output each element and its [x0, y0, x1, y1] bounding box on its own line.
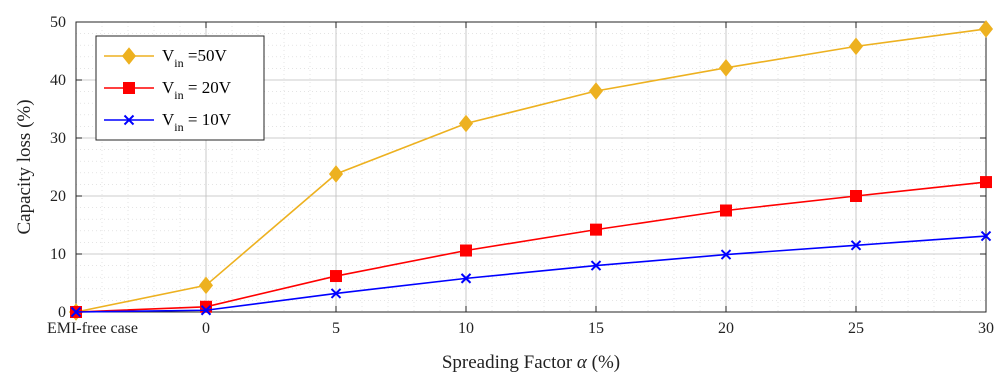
x-tick-label: 30 — [978, 320, 994, 337]
data-point — [720, 249, 732, 260]
x-tick-label: 5 — [332, 320, 340, 337]
data-point — [200, 300, 212, 313]
legend-marker — [123, 114, 135, 126]
x-tick-label: 25 — [848, 320, 864, 337]
legend-entry: Vin =50V — [104, 46, 227, 70]
series-line — [75, 181, 987, 313]
x-axis-label-main: Spreading Factor — [442, 352, 577, 373]
x-tick-label: 10 — [458, 320, 474, 337]
data-point — [70, 306, 82, 318]
y-tick-label: 30 — [50, 130, 66, 147]
data-point — [460, 273, 472, 284]
legend-label: Vin =50V — [162, 46, 227, 70]
data-point — [848, 37, 864, 56]
y-tick-label: 10 — [50, 246, 66, 263]
x-axis-label-symbol: α — [577, 352, 588, 373]
legend-label-sub: in — [174, 120, 183, 134]
data-point — [458, 114, 474, 133]
y-tick-label: 0 — [58, 304, 66, 321]
plot-area-frame — [75, 21, 987, 313]
data-point — [720, 204, 732, 217]
x-axis-label: Spreading Factor α (%) — [442, 352, 620, 373]
y-tick-label: 20 — [50, 188, 66, 205]
legend-label: Vin = 20V — [162, 78, 232, 102]
data-point — [978, 20, 994, 38]
legend-label-suffix: = 20V — [184, 78, 232, 97]
legend-label-suffix: =50V — [184, 46, 228, 65]
data-point — [980, 230, 992, 242]
y-tick-label: 40 — [50, 72, 66, 89]
x-axis-label-unit: (%) — [587, 352, 620, 373]
data-point — [330, 288, 342, 299]
data-point — [980, 176, 992, 189]
legend-label-prefix: V — [162, 78, 175, 97]
y-tick-label: 50 — [50, 14, 66, 31]
series-2 — [70, 230, 992, 318]
data-point — [850, 190, 862, 202]
x-tick-label: 0 — [202, 320, 210, 337]
legend-entry: Vin = 10V — [104, 110, 232, 134]
data-point — [588, 82, 604, 100]
series-0 — [68, 20, 994, 321]
series-group — [68, 20, 994, 321]
data-point — [590, 223, 602, 236]
legend-label-sub: in — [174, 88, 183, 102]
legend-label-sub: in — [174, 56, 183, 70]
legend-marker — [123, 82, 135, 94]
x-tick-label: 20 — [718, 320, 734, 337]
data-point — [330, 270, 342, 283]
data-point — [198, 276, 214, 295]
data-point — [850, 240, 862, 251]
x-tick-label: 15 — [588, 320, 604, 337]
legend-label-prefix: V — [162, 110, 175, 129]
data-point — [460, 244, 472, 257]
x-tick-label: EMI-free case — [47, 320, 138, 337]
legend-marker — [121, 47, 137, 65]
series-line — [75, 28, 987, 313]
data-point — [200, 305, 212, 316]
series-line — [75, 235, 987, 313]
legend-entry: Vin = 20V — [104, 78, 232, 102]
legend-label: Vin = 10V — [162, 110, 232, 134]
data-point — [718, 59, 734, 77]
data-point — [590, 260, 602, 271]
legend-label-prefix: V — [162, 46, 175, 65]
y-axis-label: Capacity loss (%) — [14, 99, 35, 234]
legend-label-suffix: = 10V — [184, 110, 232, 129]
data-point — [328, 165, 344, 183]
